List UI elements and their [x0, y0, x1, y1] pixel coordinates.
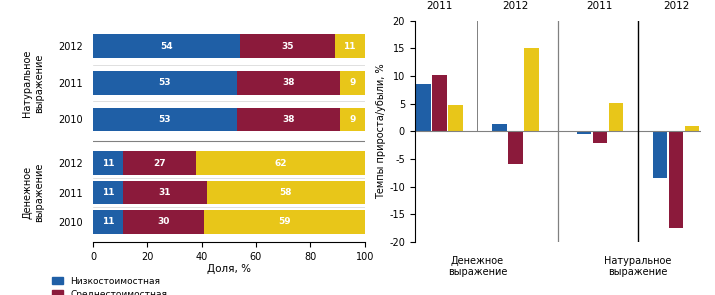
Text: 31: 31 — [159, 188, 171, 197]
Text: 53: 53 — [159, 78, 171, 87]
Bar — [93, 34, 240, 58]
Text: 54: 54 — [160, 42, 172, 51]
Bar — [493, 124, 507, 131]
Text: 38: 38 — [282, 115, 295, 124]
Text: Натуральное
выражение: Натуральное выражение — [604, 256, 671, 277]
Text: Натуральное
выражение: Натуральное выражение — [22, 49, 44, 117]
Bar — [237, 71, 340, 95]
Text: 11: 11 — [102, 159, 114, 168]
Text: 11: 11 — [343, 42, 356, 51]
Bar — [685, 126, 699, 131]
Bar — [237, 107, 340, 131]
Text: 53: 53 — [159, 115, 171, 124]
Bar — [204, 210, 365, 234]
Bar — [93, 151, 123, 175]
Bar — [93, 210, 123, 234]
X-axis label: Доля, %: Доля, % — [207, 264, 251, 274]
Y-axis label: Темпы прироста/убыли, %: Темпы прироста/убыли, % — [376, 63, 386, 199]
Bar — [123, 210, 204, 234]
Text: 35: 35 — [281, 42, 293, 51]
Bar — [608, 103, 623, 131]
Bar — [340, 71, 365, 95]
Legend: Низкостоимостная, Среднестоимостная, Высокостоимостная: Низкостоимостная, Среднестоимостная, Выс… — [49, 273, 171, 295]
Text: 58: 58 — [280, 188, 292, 197]
Bar — [669, 131, 684, 228]
Bar — [508, 131, 523, 164]
Bar — [340, 107, 365, 131]
Bar — [240, 34, 335, 58]
Bar — [123, 151, 196, 175]
Bar — [653, 131, 667, 178]
Text: 11: 11 — [102, 217, 114, 226]
Text: 9: 9 — [349, 78, 355, 87]
Bar — [524, 48, 539, 131]
Text: 11: 11 — [102, 188, 114, 197]
Bar — [93, 71, 237, 95]
Text: 9: 9 — [349, 115, 355, 124]
Text: 30: 30 — [157, 217, 169, 226]
Bar — [335, 34, 365, 58]
Bar — [416, 84, 430, 131]
Text: 27: 27 — [153, 159, 166, 168]
Text: 59: 59 — [278, 217, 291, 226]
Text: Денежное
выражение: Денежное выражение — [448, 256, 507, 277]
Text: Денежное
выражение: Денежное выражение — [22, 163, 44, 222]
Bar — [93, 107, 237, 131]
Bar — [196, 151, 365, 175]
Bar — [93, 181, 123, 204]
Bar — [123, 181, 207, 204]
Bar — [593, 131, 607, 143]
Bar — [432, 76, 447, 131]
Text: 38: 38 — [282, 78, 295, 87]
Bar — [576, 131, 591, 134]
Text: 62: 62 — [274, 159, 287, 168]
Bar — [207, 181, 365, 204]
Bar — [448, 105, 463, 131]
